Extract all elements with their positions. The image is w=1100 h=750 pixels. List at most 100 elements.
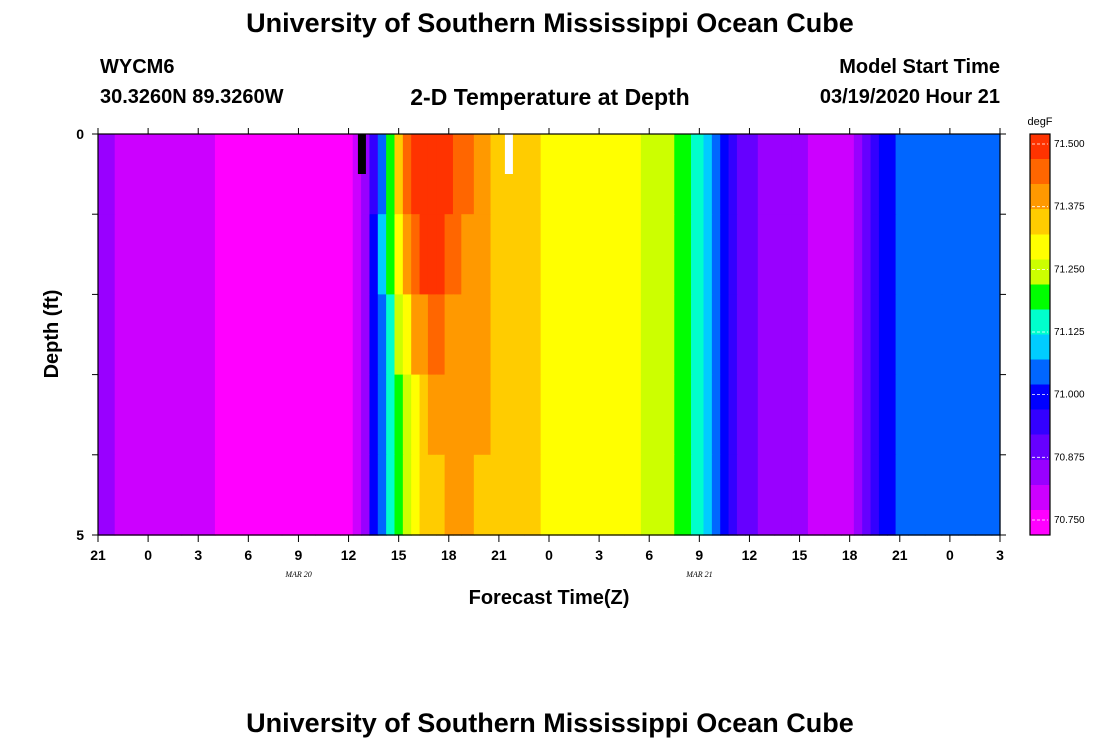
heatmap-cell xyxy=(728,374,738,456)
heatmap-cell xyxy=(369,294,379,376)
heatmap-cell xyxy=(352,454,362,536)
heatmap-cell xyxy=(114,294,149,376)
y-tick-label: 5 xyxy=(76,527,84,543)
page-title: University of Southern Mississippi Ocean… xyxy=(246,8,854,38)
heatmap-cell xyxy=(574,214,592,295)
x-tick-label: 3 xyxy=(595,547,603,563)
heatmap-cell xyxy=(774,134,792,215)
heatmap-cell xyxy=(386,134,396,215)
heatmap-cell xyxy=(824,454,842,536)
heatmap-cell xyxy=(887,134,897,215)
x-tick-label: 21 xyxy=(491,547,507,563)
heatmap-cell xyxy=(853,374,863,456)
heatmap-cell xyxy=(315,294,341,376)
heatmap-cell xyxy=(315,134,341,215)
colorbar-tick-label: 70.750 xyxy=(1054,515,1085,526)
heatmap-cell xyxy=(941,134,959,215)
heatmap-cell xyxy=(878,374,888,456)
min-marker xyxy=(357,134,366,174)
heatmap-cell xyxy=(461,454,475,536)
x-tick-label: 0 xyxy=(144,547,152,563)
heatmap-cell xyxy=(523,214,542,295)
heatmap-cell xyxy=(444,294,454,376)
heatmap-cell xyxy=(452,374,462,456)
heatmap-cell xyxy=(473,294,492,376)
heatmap-cell xyxy=(540,374,558,456)
heatmap-cell xyxy=(736,134,746,215)
heatmap-cell xyxy=(377,214,387,295)
heatmap-cell xyxy=(624,214,642,295)
heatmap-cell xyxy=(148,454,183,536)
heatmap-cell xyxy=(444,374,454,456)
heatmap-cell xyxy=(908,374,926,456)
heatmap-cell xyxy=(807,294,826,376)
heatmap-cell xyxy=(624,294,642,376)
heatmap-cell xyxy=(774,214,792,295)
heatmap-cell xyxy=(908,214,926,295)
heatmap-cell xyxy=(352,374,362,456)
heatmap-cell xyxy=(728,294,738,376)
heatmap-cell xyxy=(624,134,642,215)
heatmap-cell xyxy=(674,374,692,456)
heatmap-cell xyxy=(361,134,371,215)
heatmap-cell xyxy=(703,134,713,215)
heatmap-cell xyxy=(736,374,746,456)
heatmap-cell xyxy=(181,454,216,536)
max-marker xyxy=(504,134,513,174)
heatmap-cell xyxy=(557,214,575,295)
heatmap-cell xyxy=(774,294,792,376)
heatmap-cell xyxy=(114,374,149,456)
heatmap-cell xyxy=(807,134,826,215)
heatmap-cell xyxy=(490,454,508,536)
heatmap-cell xyxy=(674,134,692,215)
heatmap-cell xyxy=(703,214,713,295)
heatmap-cell xyxy=(862,454,872,536)
heatmap-cell xyxy=(745,454,759,536)
heatmap-cell xyxy=(607,294,625,376)
heatmap-cell xyxy=(607,374,625,456)
heatmap-cell xyxy=(427,214,437,295)
heatmap-cell xyxy=(703,294,713,376)
heatmap-cell xyxy=(745,134,759,215)
heatmap-cell xyxy=(895,454,909,536)
heatmap-cell xyxy=(490,134,508,215)
heatmap-cell xyxy=(507,374,525,456)
x-axis-label: Forecast Time(Z) xyxy=(469,587,630,609)
heatmap-cell xyxy=(436,214,446,295)
heatmap-cell xyxy=(427,134,437,215)
heatmap-cell xyxy=(924,214,943,295)
heatmap-cell xyxy=(941,454,959,536)
heatmap-cell xyxy=(352,214,362,295)
x-axis: 21 0 3 6 9 12 15 18 21 0 3 6 9 12 15 18 21 0 3 MAR 20 MAR 21 xyxy=(90,128,1004,579)
heatmap-cell xyxy=(352,294,362,376)
heatmap-cell xyxy=(841,374,855,456)
heatmap-cell xyxy=(862,214,872,295)
heatmap-cell xyxy=(214,454,249,536)
heatmap-cell xyxy=(98,294,116,376)
heatmap-cell xyxy=(853,134,863,215)
heatmap-cell xyxy=(315,454,341,536)
heatmap-cell xyxy=(841,134,855,215)
colorbar-gradient xyxy=(1029,133,1051,536)
heatmap-cell xyxy=(720,214,730,295)
heatmap-cell xyxy=(887,374,897,456)
heatmap-cell xyxy=(352,134,362,215)
heatmap-cell xyxy=(444,214,454,295)
heatmap-cell xyxy=(315,374,341,456)
y-axis: 05 xyxy=(76,126,1006,543)
heatmap-cell xyxy=(657,374,675,456)
heatmap-cell xyxy=(862,294,872,376)
heatmap-cell xyxy=(640,294,659,376)
heatmap-cell xyxy=(148,134,183,215)
heatmap-cell xyxy=(941,374,959,456)
heatmap-cell xyxy=(377,374,387,456)
heatmap-cell xyxy=(895,214,909,295)
heatmap-cell xyxy=(402,134,412,215)
colorbar-tick-label: 71.375 xyxy=(1054,202,1085,213)
heatmap-cell xyxy=(711,454,721,536)
heatmap-cell xyxy=(590,294,609,376)
heatmap-cell xyxy=(757,454,776,536)
heatmap-cell xyxy=(657,294,675,376)
heatmap-cell xyxy=(745,294,759,376)
heatmap-cell xyxy=(214,134,249,215)
